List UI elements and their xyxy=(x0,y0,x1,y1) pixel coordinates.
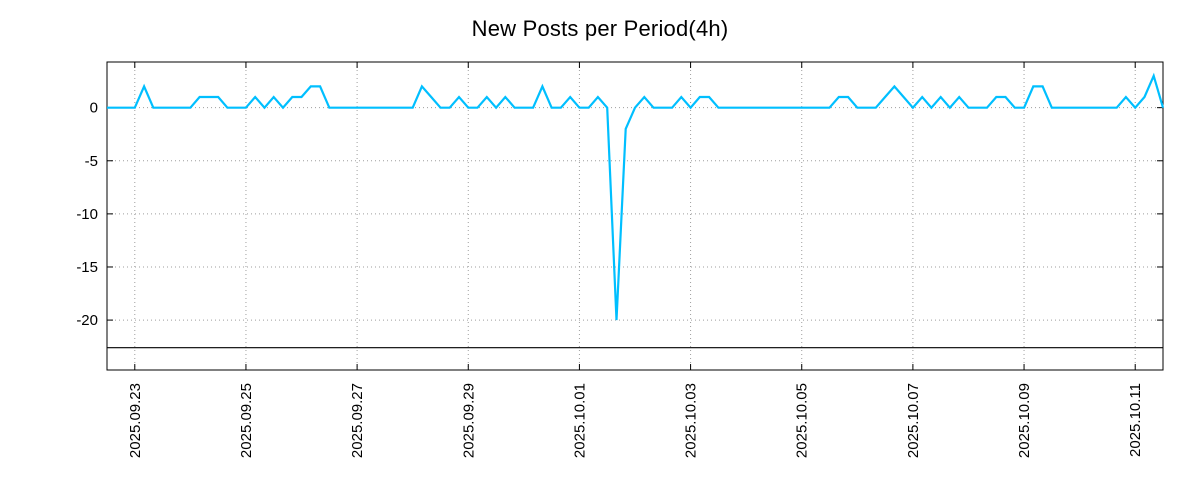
x-tick-label: 2025.10.11 xyxy=(1127,383,1144,457)
x-tick-label: 2025.10.01 xyxy=(571,383,588,458)
x-tick-label: 2025.10.09 xyxy=(1016,383,1033,458)
x-tick-label: 2025.10.07 xyxy=(905,383,922,458)
y-tick-label: -5 xyxy=(85,153,98,170)
series-line-new_posts xyxy=(107,72,1165,321)
x-tick-label: 2025.09.25 xyxy=(238,383,255,458)
chart-title: New Posts per Period(4h) xyxy=(471,16,729,41)
y-tick-label: -20 xyxy=(76,312,98,329)
y-tick-label: -15 xyxy=(76,259,98,276)
x-tick-label: 2025.10.05 xyxy=(794,383,811,458)
y-tick-label: -10 xyxy=(76,206,98,223)
plot-border xyxy=(106,61,1164,371)
x-tick-label: 2025.10.03 xyxy=(683,383,700,458)
y-tick-label: 0 xyxy=(90,100,98,117)
x-tick-label: 2025.09.23 xyxy=(127,383,144,458)
x-tick-label: 2025.09.27 xyxy=(349,383,366,458)
x-tick-label: 2025.09.29 xyxy=(460,383,477,458)
